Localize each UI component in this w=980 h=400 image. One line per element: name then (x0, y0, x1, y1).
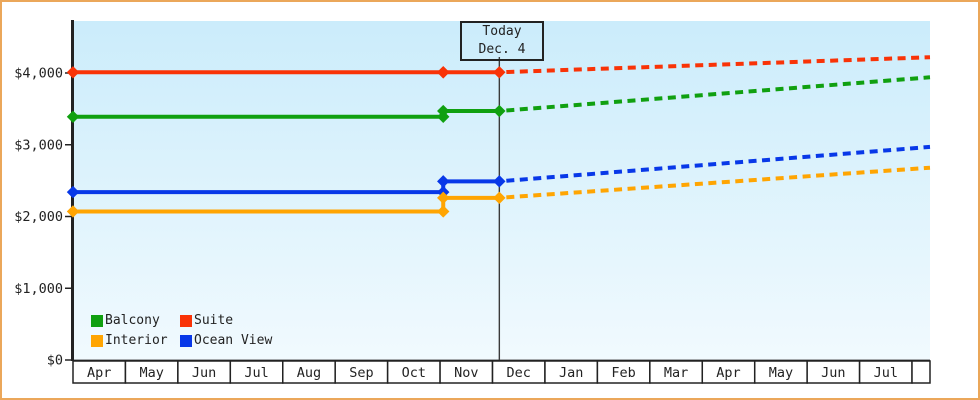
series-balcony-projection-line (506, 75, 931, 113)
x-tick-label: Apr (87, 365, 111, 381)
x-axis-partial-cell (911, 360, 931, 384)
x-tick-label: Jul (244, 365, 268, 381)
legend-swatch-suite (180, 315, 192, 327)
legend-label: Balcony (105, 313, 160, 328)
legend-label: Suite (194, 313, 234, 328)
legend-item-balcony: Balcony (91, 311, 180, 331)
x-tick-label: Aug (297, 365, 321, 381)
x-tick-label: May (139, 365, 163, 381)
series-interior (66, 165, 931, 218)
series-ocean-view-marker (493, 175, 506, 188)
series-balcony (66, 75, 931, 123)
y-axis: $0 $1,000 $2,000 $3,000 $4,000 (14, 20, 74, 369)
x-tick-label: Jan (559, 365, 583, 381)
x-tick-label: Apr (716, 365, 740, 381)
today-annotation: Today Dec. 4 (460, 21, 544, 61)
series-ocean-view-marker (66, 185, 80, 199)
series-suite-marker (437, 66, 450, 79)
today-label: Today (482, 24, 522, 39)
x-tick-label: Jul (874, 365, 898, 381)
y-tick-label: $3,000 (14, 137, 63, 153)
series-balcony-marker (66, 110, 80, 123)
legend-swatch-ocean-view (180, 335, 192, 347)
series-interior-projection-line (506, 165, 931, 200)
x-tick-label: Jun (821, 365, 845, 381)
chart-legend: Balcony Suite Interior Ocean View (91, 311, 272, 351)
y-tick-label: $0 (47, 353, 63, 369)
series-suite-projection-line (506, 55, 931, 75)
x-tick-label: Mar (664, 365, 688, 381)
y-tick-label: $1,000 (14, 281, 63, 297)
series-interior-marker (437, 191, 450, 205)
x-tick-label: Oct (402, 365, 426, 381)
x-axis-month-cells: Apr May Jun Jul Aug Sep Oct Nov Dec Jan Feb Mar Apr M… (72, 359, 931, 384)
x-tick-label: Dec (507, 365, 531, 381)
series-interior-marker (437, 205, 450, 218)
x-tick-label: Jun (192, 365, 216, 381)
series-suite (66, 55, 931, 79)
series-balcony-marker (437, 104, 450, 118)
series-interior-history-line (73, 195, 500, 214)
legend-swatch-interior (91, 335, 103, 347)
legend-item-suite: Suite (180, 311, 272, 331)
legend-item-interior: Interior (91, 331, 180, 351)
legend-swatch-balcony (91, 315, 103, 327)
x-tick-label: Sep (349, 365, 373, 381)
legend-item-ocean-view: Ocean View (180, 331, 272, 351)
series-interior-marker (66, 205, 80, 218)
y-tick-label: $4,000 (14, 66, 63, 82)
x-tick-label: May (769, 365, 793, 381)
series-ocean-view-projection-line (506, 144, 931, 183)
x-tick-label: Nov (454, 365, 478, 381)
series-suite-marker (66, 66, 80, 79)
legend-label: Interior (105, 333, 168, 348)
series-ocean-view-marker (437, 175, 450, 188)
legend-label: Ocean View (194, 333, 273, 348)
y-tick-label: $2,000 (14, 209, 63, 225)
today-date: Dec. 4 (478, 42, 526, 57)
series-balcony-marker (493, 104, 506, 118)
x-tick-label: Feb (611, 365, 635, 381)
series-suite-marker (493, 66, 506, 79)
series-interior-marker (493, 191, 506, 205)
